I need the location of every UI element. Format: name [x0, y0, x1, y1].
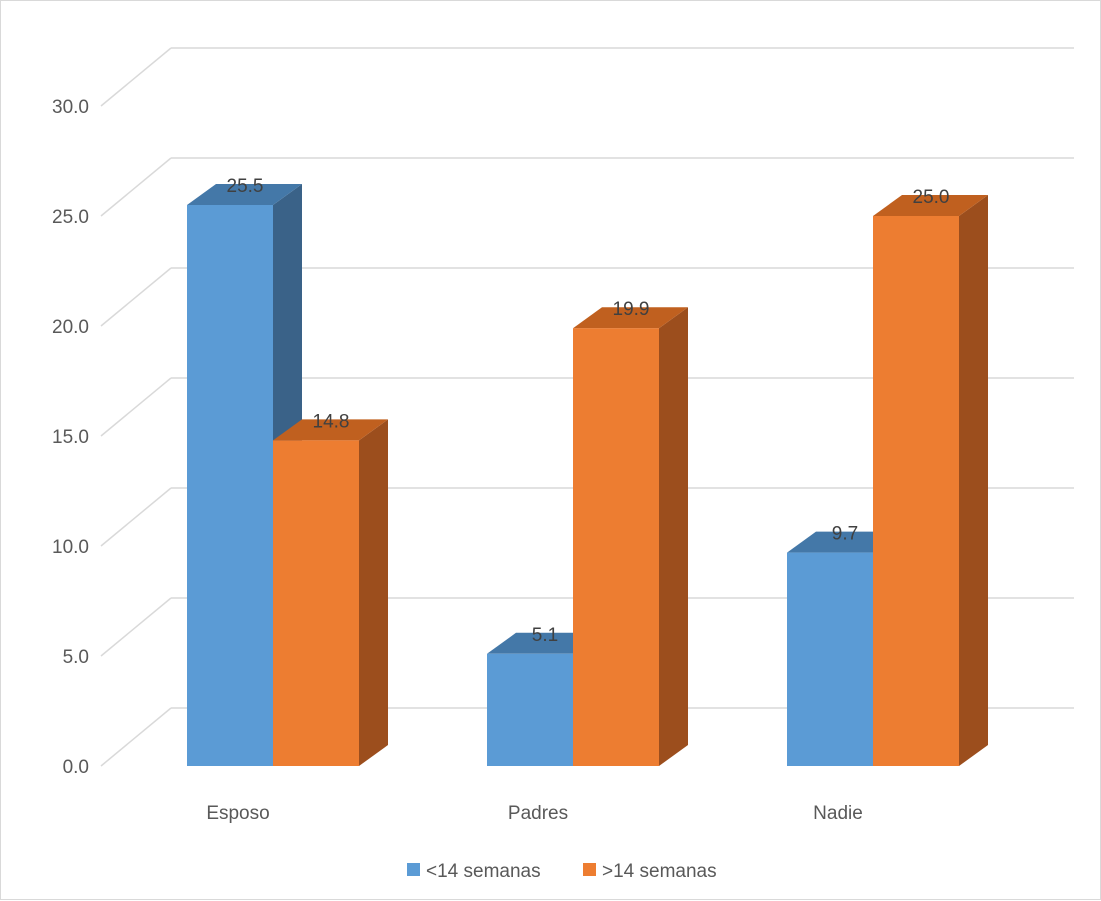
- bar: [573, 307, 688, 766]
- bar: [273, 419, 388, 766]
- gridline: [100, 157, 1074, 217]
- x-tick-label: Padres: [508, 803, 568, 824]
- data-label: 19.9: [613, 299, 650, 320]
- legend-item: >14 semanas: [583, 861, 717, 882]
- y-tick-label: 5.0: [63, 647, 89, 668]
- legend-label: <14 semanas: [426, 861, 541, 882]
- y-axis: 0.0 5.0 10.0 15.0 20.0 25.0 30.0: [52, 97, 89, 778]
- data-label: 9.7: [832, 524, 858, 545]
- legend-swatch: [583, 863, 596, 876]
- legend-swatch: [407, 863, 420, 876]
- data-labels: 25.5 14.8 5.1 19.9 9.7 25.0: [227, 176, 950, 646]
- legend-item: <14 semanas: [407, 861, 541, 882]
- data-label: 25.0: [913, 187, 950, 208]
- bar: [873, 195, 988, 766]
- y-tick-label: 25.0: [52, 207, 89, 228]
- y-tick-label: 30.0: [52, 97, 89, 118]
- data-label: 25.5: [227, 176, 264, 197]
- x-tick-label: Nadie: [813, 803, 863, 824]
- legend: <14 semanas >14 semanas: [407, 861, 717, 882]
- data-label: 14.8: [313, 411, 350, 432]
- y-tick-label: 15.0: [52, 427, 89, 448]
- x-tick-label: Esposo: [206, 803, 269, 824]
- y-tick-label: 0.0: [63, 757, 89, 778]
- y-tick-label: 20.0: [52, 317, 89, 338]
- y-tick-label: 10.0: [52, 537, 89, 558]
- data-label: 5.1: [532, 625, 558, 646]
- x-axis: Esposo Padres Nadie: [206, 803, 863, 824]
- gridline: [100, 47, 1074, 107]
- bars: [187, 184, 988, 766]
- legend-label: >14 semanas: [602, 861, 717, 882]
